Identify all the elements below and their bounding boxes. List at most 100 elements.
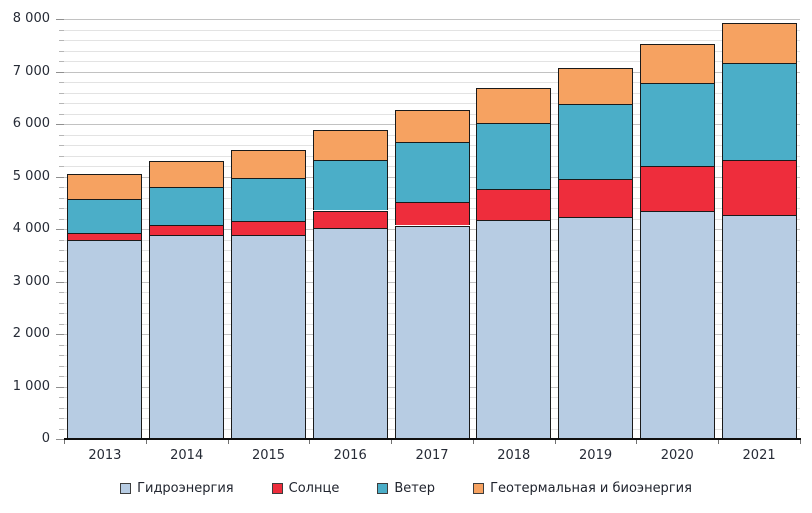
gridline-major — [64, 71, 800, 73]
bar-segment — [67, 198, 143, 233]
bar-segment — [394, 109, 470, 142]
legend-item: Солнце — [271, 481, 340, 496]
x-axis-line — [64, 438, 801, 440]
y-axis-tick — [59, 155, 64, 157]
x-axis-tick — [227, 440, 229, 444]
bar-segment — [476, 88, 552, 123]
bar-segment — [394, 141, 470, 202]
y-axis-tick — [59, 260, 64, 262]
x-axis-label: 2021 — [742, 448, 776, 463]
y-axis-tick — [56, 281, 64, 283]
x-axis-tick — [472, 440, 474, 444]
y-axis-tick — [56, 334, 64, 335]
bar-segment — [639, 44, 715, 83]
x-axis-label: 2013 — [88, 448, 122, 463]
legend-swatch-icon — [377, 483, 389, 494]
chart-legend: Гидроэнергия Солнце Ветер Геотермальная и б… — [0, 481, 812, 496]
x-axis-label: 2018 — [497, 448, 531, 463]
y-tick-label: 6 000 — [12, 116, 50, 131]
bar-segment — [230, 149, 306, 178]
y-axis-tick — [59, 113, 64, 115]
y-axis-tick — [59, 82, 64, 83]
y-axis-tick — [59, 302, 64, 304]
y-axis-tick — [59, 218, 64, 220]
y-axis-tick — [59, 376, 64, 377]
bar-segment — [67, 239, 143, 439]
y-tick-label: 2 000 — [12, 326, 50, 341]
y-axis-tick — [59, 145, 64, 146]
y-axis-tick — [59, 187, 64, 188]
bar-segment — [394, 225, 470, 439]
x-axis-tick — [554, 440, 556, 444]
legend-item: Геотермальная и биоэнергия — [473, 481, 692, 496]
x-axis-label: 2014 — [170, 448, 204, 463]
legend-swatch-icon — [120, 483, 132, 494]
y-axis-tick — [59, 397, 64, 398]
legend-label: Солнце — [288, 481, 340, 496]
y-axis-tick — [59, 271, 64, 272]
gridline-minor — [64, 103, 800, 104]
bar-segment — [721, 214, 797, 439]
y-axis-tick — [59, 208, 64, 209]
y-axis-tick — [59, 50, 64, 52]
gridline-minor — [64, 61, 800, 62]
bar-segment — [230, 177, 306, 222]
bar-segment — [67, 232, 143, 240]
bar-segment — [476, 220, 552, 439]
y-axis-tick — [59, 365, 64, 367]
bar-segment — [149, 224, 225, 236]
bar-segment — [639, 82, 715, 167]
x-axis-label: 2019 — [579, 448, 613, 463]
y-axis-tick — [59, 134, 64, 136]
bar-segment — [312, 227, 388, 439]
y-axis-tick — [59, 355, 64, 356]
legend-item: Гидроэнергия — [120, 481, 234, 496]
legend-item: Ветер — [377, 481, 435, 496]
legend-swatch-icon — [271, 483, 283, 494]
x-axis-label: 2017 — [415, 448, 449, 463]
x-axis-tick — [718, 440, 720, 444]
y-axis-tick — [59, 166, 64, 167]
bar-segment — [639, 166, 715, 211]
x-axis-tick — [636, 440, 638, 444]
bar-segment — [721, 160, 797, 215]
y-axis-tick — [56, 229, 64, 230]
x-axis-tick — [64, 440, 65, 444]
x-axis-tick — [145, 440, 147, 444]
bar-segment — [721, 22, 797, 63]
y-axis-tick — [59, 92, 64, 94]
y-axis-tick — [56, 439, 64, 440]
gridline-minor — [64, 92, 800, 94]
y-tick-label: 7 000 — [12, 63, 50, 79]
legend-label: Гидроэнергия — [137, 481, 234, 496]
y-axis-tick — [59, 61, 64, 62]
y-axis-tick — [59, 428, 64, 430]
bar-segment — [149, 187, 225, 225]
y-axis-tick — [59, 313, 64, 314]
bar-segment — [394, 201, 470, 226]
bar-segment — [476, 122, 552, 190]
bar-segment — [476, 189, 552, 220]
y-axis-tick — [59, 29, 64, 31]
gridline-minor — [64, 29, 800, 31]
y-axis-tick — [59, 103, 64, 104]
bar-segment — [558, 104, 634, 180]
y-axis-tick — [56, 386, 64, 388]
bar-segment — [230, 221, 306, 235]
gridline-minor — [64, 50, 800, 52]
bar-segment — [639, 210, 715, 439]
bar-segment — [558, 67, 634, 105]
y-axis-tick — [59, 418, 64, 419]
bar-segment — [67, 173, 143, 199]
y-tick-label: 8 000 — [12, 11, 50, 26]
bar-segment — [149, 160, 225, 188]
y-axis-tick — [59, 250, 64, 251]
gridline-major — [64, 19, 800, 20]
x-axis-tick — [391, 440, 393, 444]
bar-segment — [312, 210, 388, 228]
y-axis-tick — [59, 40, 64, 41]
gridline-minor — [64, 82, 800, 83]
y-tick-label: 0 — [41, 431, 50, 446]
y-axis-tick — [59, 344, 64, 346]
